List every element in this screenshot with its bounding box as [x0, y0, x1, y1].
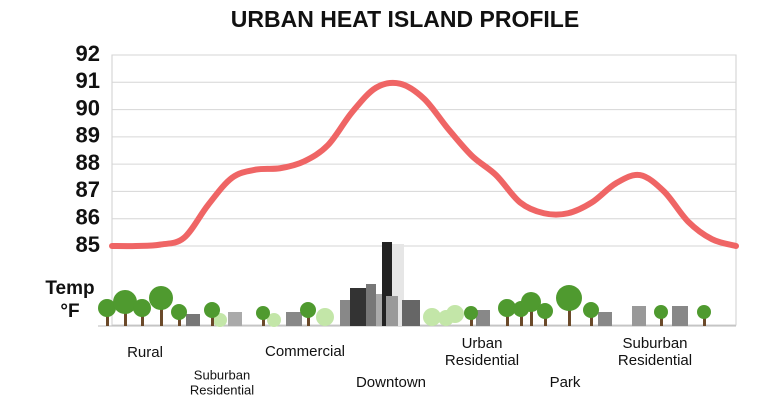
zone-label: Residential — [445, 352, 519, 369]
y-axis-label: °F — [60, 301, 79, 322]
zone-label: Commercial — [265, 343, 345, 360]
zone-label: Residential — [190, 382, 254, 397]
landscape-illustration — [98, 242, 736, 327]
zone-label: Urban — [462, 335, 503, 352]
zone-label: Park — [550, 374, 581, 391]
temperature-line — [109, 79, 739, 250]
y-tick-label: 91 — [76, 68, 100, 93]
y-axis-label: Temp — [45, 278, 94, 299]
y-tick-label: 87 — [76, 177, 100, 202]
zone-label: Suburban — [622, 335, 687, 352]
zone-label: Residential — [618, 352, 692, 369]
y-tick-label: 90 — [76, 95, 100, 120]
y-tick-label: 86 — [76, 205, 100, 230]
y-tick-label: 88 — [76, 150, 100, 175]
zone-label: Suburban — [194, 367, 250, 382]
chart-title: URBAN HEAT ISLAND PROFILE — [231, 6, 579, 32]
y-tick-label: 92 — [76, 41, 100, 66]
zone-label: Downtown — [356, 374, 426, 391]
y-tick-label: 89 — [76, 123, 100, 148]
zone-label: Rural — [127, 344, 163, 361]
y-tick-label: 85 — [76, 232, 100, 257]
